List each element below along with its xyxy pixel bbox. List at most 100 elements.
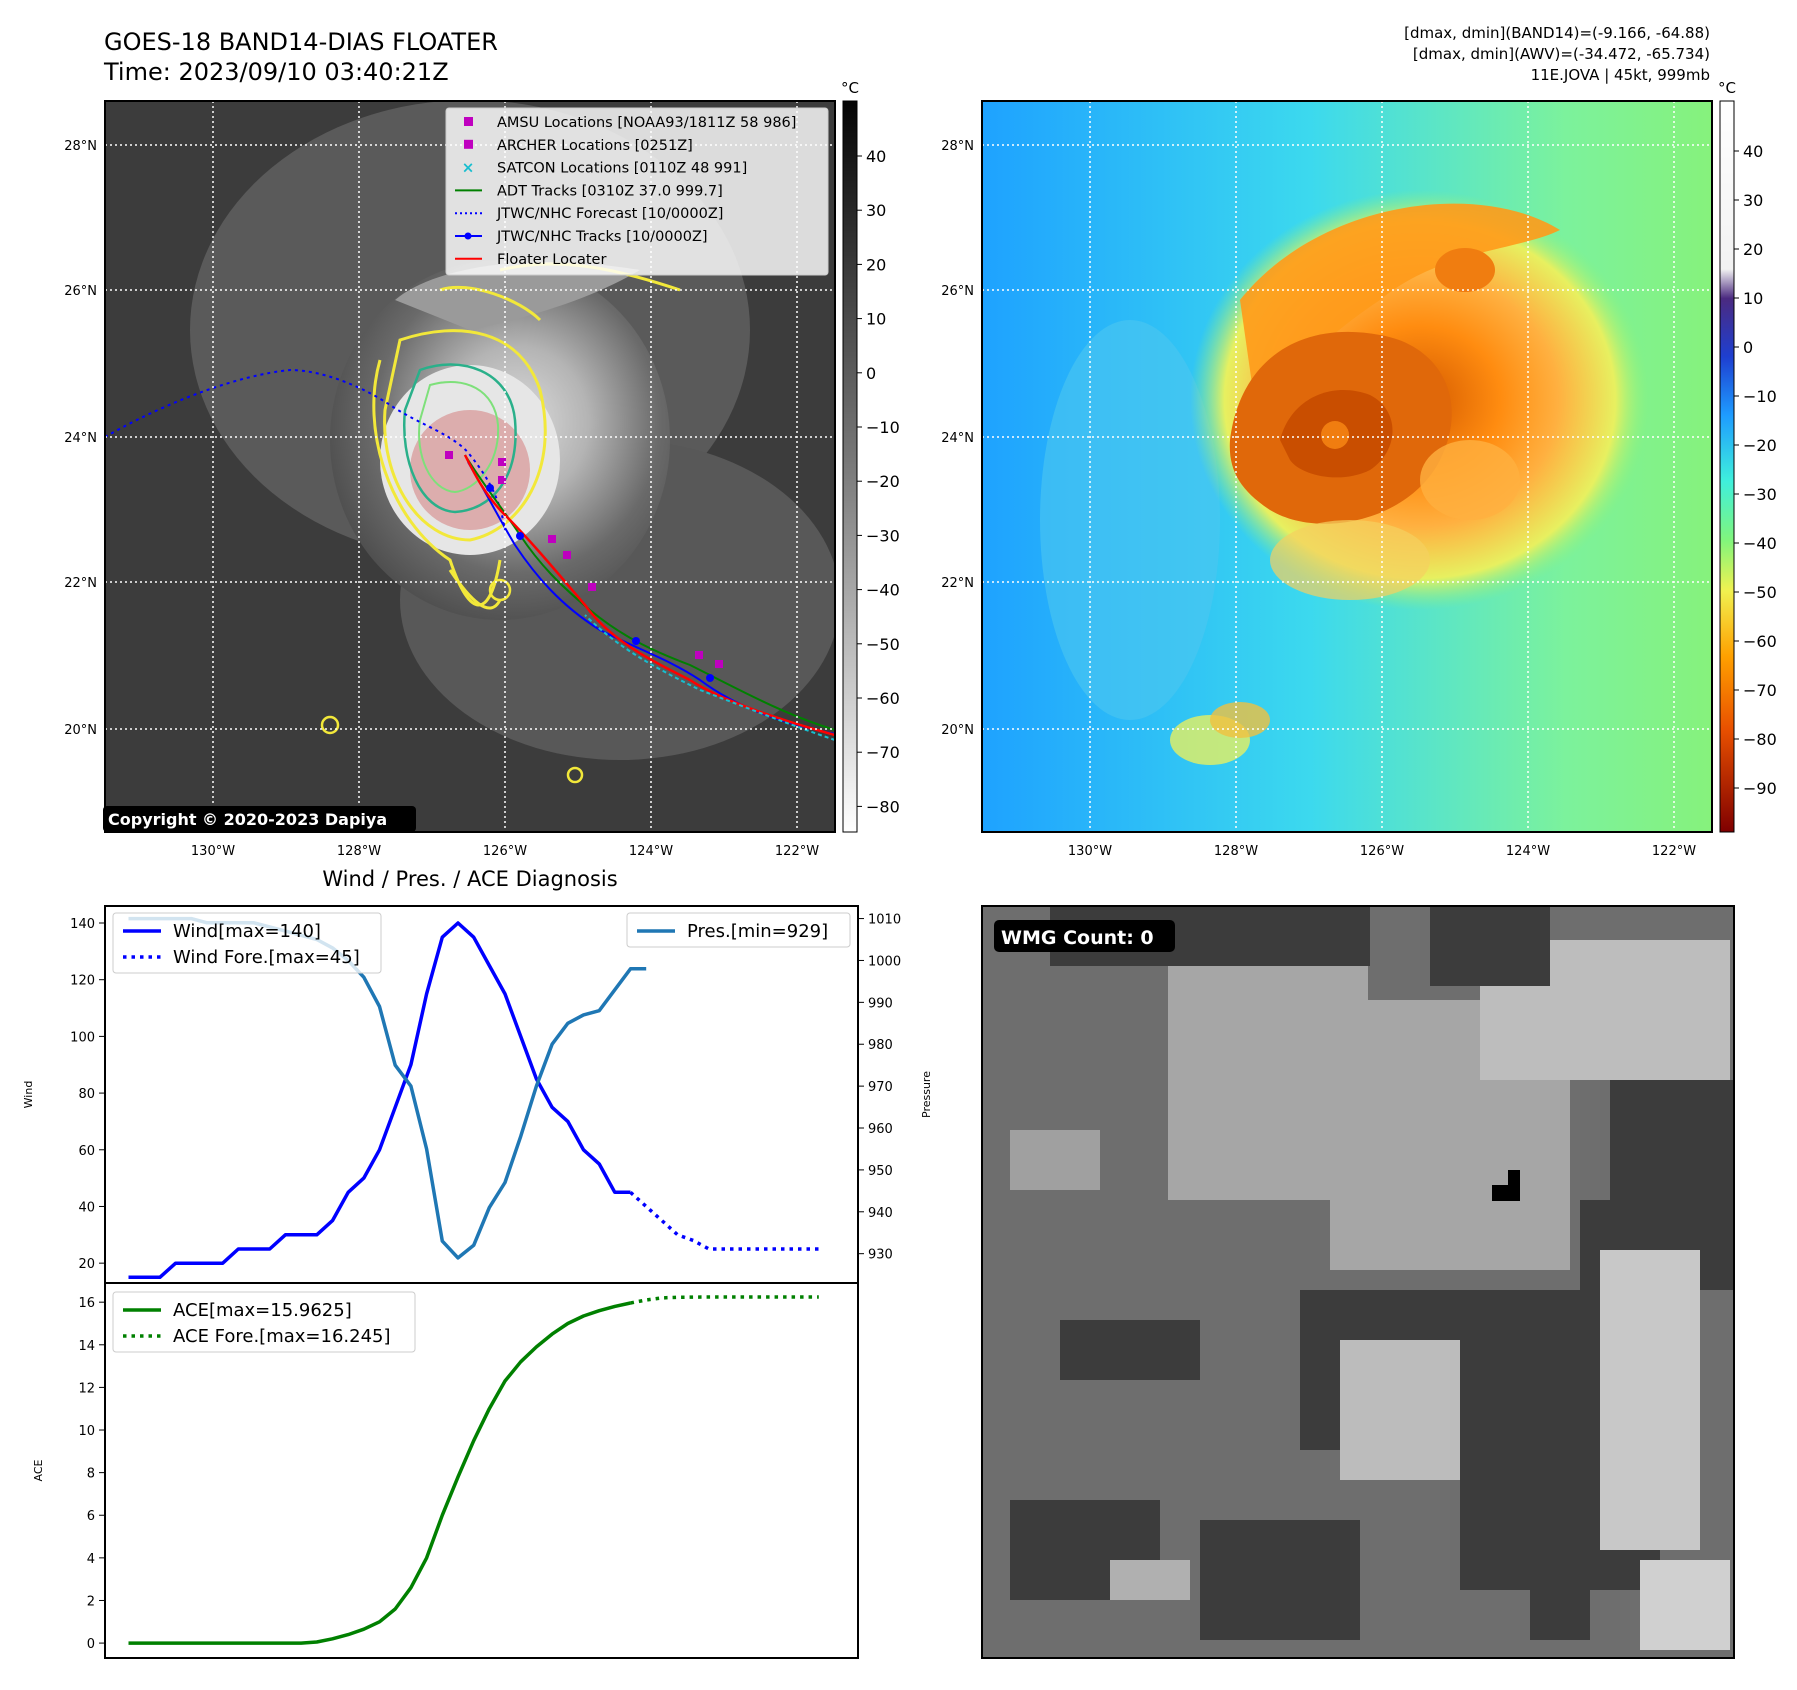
y-right-tick-label: 930 <box>868 1248 893 1263</box>
lon-label: 122°W <box>1652 844 1696 859</box>
band14-range: [dmax, dmin](BAND14)=(-9.166, -64.88) <box>1404 24 1710 42</box>
colorbar-tick-label: −60 <box>1743 632 1777 651</box>
y-axis-label: Wind <box>22 1081 35 1109</box>
colorbar-tick-label: −30 <box>1743 485 1777 504</box>
chart-legend <box>112 1291 416 1353</box>
ace-chart: 0 2 4 6 8 10 12 14 16 ACE ACE[max=15.9625] ACE Fore… <box>32 1282 859 1659</box>
y-right-tick-label: 950 <box>868 1164 893 1179</box>
legend-label: JTWC/NHC Tracks [10/0000Z] <box>496 229 708 245</box>
colorbar-tick-label: 30 <box>866 201 886 220</box>
storm-info: 11E.JOVA | 45kt, 999mb <box>1531 66 1710 84</box>
colorbar-tick-label: −40 <box>866 581 900 600</box>
ir-map-legend: AMSU Locations [NOAA93/1811Z 58 986] ARCH… <box>445 107 829 276</box>
colorbar-tick-label: −80 <box>866 797 900 816</box>
colorbar-tick-label: 40 <box>1743 142 1763 161</box>
ir-colorbar-ticks: 40 30 20 10 0 −10 −20 −30 −40 −50 −60 −70 −80 <box>857 147 900 816</box>
colorbar-tick-label: −60 <box>866 689 900 708</box>
y-tick-label: 16 <box>78 1296 95 1311</box>
colorbar-tick-label: −10 <box>1743 387 1777 406</box>
legend-label: SATCON Locations [0110Z 48 991] <box>497 161 747 177</box>
y-right-tick-label: 980 <box>868 1038 893 1053</box>
legend-marker-dot <box>464 232 472 240</box>
legend-label: ADT Tracks [0310Z 37.0 999.7] <box>497 183 723 199</box>
wmg-cell <box>1340 1340 1460 1480</box>
colorbar-tick-label: −20 <box>866 472 900 491</box>
wmg-cell <box>1060 1320 1200 1380</box>
copyright-text: Copyright © 2020-2023 Dapiya <box>108 810 387 829</box>
copyright-badge <box>103 806 416 832</box>
lon-label: 130°W <box>191 844 235 859</box>
y-tick-label: 14 <box>78 1339 95 1354</box>
y-tick-label: 140 <box>70 917 95 932</box>
colorbar-tick-label: 10 <box>866 310 886 329</box>
y-tick-label: 2 <box>87 1594 95 1609</box>
colorbar-tick-label: 30 <box>1743 191 1763 210</box>
legend-label: AMSU Locations [NOAA93/1811Z 58 986] <box>497 115 796 131</box>
wmg-cell <box>1492 1185 1520 1201</box>
chart-legend <box>626 912 851 948</box>
wmg-cell <box>1200 1520 1360 1640</box>
chart-legend-label: ACE Fore.[max=16.245] <box>173 1326 391 1347</box>
lat-label: 22°N <box>64 576 97 591</box>
colorbar-tick-label: −70 <box>866 743 900 762</box>
colorbar-tick-label: −10 <box>866 418 900 437</box>
lat-label: 20°N <box>64 723 97 738</box>
colorbar-tick-label: −50 <box>866 635 900 654</box>
lat-label: 26°N <box>64 284 97 299</box>
wind-pressure-chart: 20 40 60 80 100 120 140 930 940 950 960 970 980 990 10… <box>22 905 933 1284</box>
ir-colorbar-unit: °C <box>841 79 859 97</box>
awv-colorbar-unit: °C <box>1718 79 1736 97</box>
awv-range: [dmax, dmin](AWV)=(-34.472, -65.734) <box>1413 45 1710 63</box>
colorbar-tick-label: −20 <box>1743 436 1777 455</box>
y-right-tick-label: 990 <box>868 996 893 1011</box>
colorbar-tick-label: −70 <box>1743 681 1777 700</box>
legend-label: JTWC/NHC Forecast [10/0000Z] <box>496 206 723 222</box>
series-line <box>629 1191 819 1251</box>
y-right-tick-label: 940 <box>868 1206 893 1221</box>
y-tick-label: 4 <box>87 1552 95 1567</box>
lat-label: 20°N <box>941 723 974 738</box>
y-tick-label: 0 <box>87 1637 95 1652</box>
colorbar-tick-label: 10 <box>1743 289 1763 308</box>
colorbar-tick-label: 0 <box>1743 338 1753 357</box>
y-tick-label: 10 <box>78 1424 95 1439</box>
ir-colorbar <box>842 100 858 833</box>
lon-label: 130°W <box>1068 844 1112 859</box>
y-tick-label: 60 <box>78 1144 95 1159</box>
satcon-track-line <box>584 614 835 741</box>
diagnosis-title: Wind / Pres. / ACE Diagnosis <box>322 867 617 891</box>
figure-title: GOES-18 BAND14-DIAS FLOATER <box>104 28 498 56</box>
awv-map-panel: 28°N 26°N 24°N 22°N 20°N 130°W 128°W 126°W 124°W… <box>941 79 1777 859</box>
colorbar-tick-label: −30 <box>866 526 900 545</box>
amsu-marker <box>445 451 453 459</box>
y-tick-label: 100 <box>70 1030 95 1045</box>
wmg-frame <box>981 905 1735 1659</box>
wmg-cell <box>1508 1170 1520 1186</box>
y-tick-label: 120 <box>70 974 95 989</box>
series-line <box>630 1295 819 1305</box>
wmg-cell <box>1530 1520 1590 1640</box>
colorbar-tick-label: 40 <box>866 147 886 166</box>
colorbar-tick-label: 20 <box>866 255 886 274</box>
lat-label: 24°N <box>941 431 974 446</box>
lon-label: 124°W <box>629 844 673 859</box>
chart-legend-label: Wind[max=140] <box>173 921 321 942</box>
awv-map-gridlines: 28°N 26°N 24°N 22°N 20°N 130°W 128°W 126°W 124°W… <box>941 101 1712 859</box>
series-line <box>128 1301 631 1645</box>
colorbar-tick-label: −80 <box>1743 730 1777 749</box>
lon-label: 128°W <box>1214 844 1258 859</box>
archer-marker <box>498 476 506 484</box>
y-right-tick-label: 1000 <box>868 954 901 969</box>
ir-map-panel: 28°N 26°N 24°N 22°N 20°N 130°W 128°W 126°W 124°W… <box>64 79 900 859</box>
wmg-badge-text: WMG Count: 0 <box>1001 927 1154 949</box>
chart-legend-label: ACE[max=15.9625] <box>173 1300 352 1321</box>
floater-track-line <box>463 454 835 737</box>
colorbar-tick-label: 0 <box>866 364 876 383</box>
figure-time: Time: 2023/09/10 03:40:21Z <box>103 58 449 86</box>
y-tick-label: 40 <box>78 1200 95 1215</box>
colorbar-tick-label: −40 <box>1743 534 1777 553</box>
lon-label: 122°W <box>775 844 819 859</box>
chart-legend-label: Pres.[min=929] <box>687 921 828 942</box>
wmg-cell <box>1640 1560 1730 1650</box>
